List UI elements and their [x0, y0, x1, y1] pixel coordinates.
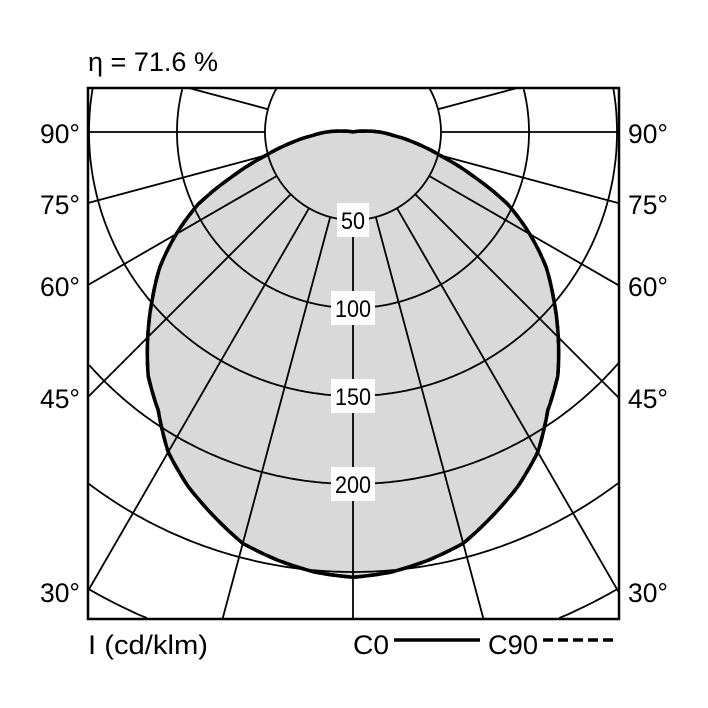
angle-label-left-60: 60° — [40, 272, 80, 302]
legend: C0 C90 — [353, 630, 617, 660]
radial-line-75 — [437, 153, 620, 205]
ring-label-bg — [331, 291, 375, 325]
chart-title: η = 71.6 % — [88, 47, 218, 77]
radial-line-105 — [437, 87, 518, 111]
radial-line-285 — [87, 153, 269, 204]
ring-label-150: 150 — [335, 384, 371, 411]
ring-200 — [88, 362, 620, 485]
legend-label-c90: C90 — [488, 630, 538, 660]
radial-line-15 — [374, 216, 485, 620]
angle-label-right-90: 90° — [628, 119, 668, 149]
radial-line-60 — [428, 175, 620, 287]
ring-label-bg — [331, 467, 375, 501]
plot-frame — [86, 86, 621, 621]
ring-label-50: 50 — [341, 208, 365, 235]
angle-label-right-30: 30° — [628, 578, 668, 608]
radial-line-300 — [87, 175, 278, 286]
ring-label-bg — [337, 203, 369, 237]
angle-label-right-75: 75° — [628, 190, 668, 220]
angle-label-left-90: 90° — [40, 119, 80, 149]
angle-label-right-60: 60° — [628, 272, 668, 302]
curve-c90 — [145, 129, 561, 580]
unit-label: I (cd/klm) — [88, 630, 208, 660]
ring-label-100: 100 — [335, 296, 371, 323]
ring-50 — [264, 87, 442, 221]
angle-label-left-75: 75° — [40, 190, 80, 220]
radial-line-315 — [87, 193, 292, 398]
radial-line-345 — [221, 216, 332, 620]
ring-300 — [88, 588, 618, 619]
ring-100 — [176, 89, 530, 309]
radial-line-255 — [188, 87, 269, 111]
angle-label-left-30: 30° — [40, 578, 80, 608]
radial-line-30 — [396, 207, 620, 594]
angle-label-right-45: 45° — [628, 384, 668, 414]
radial-line-45 — [414, 193, 620, 399]
ring-label-200: 200 — [335, 472, 371, 499]
legend-label-c0: C0 — [353, 630, 389, 660]
radial-line-330 — [87, 207, 310, 592]
angle-label-left-45: 45° — [40, 384, 80, 414]
ring-label-bg — [331, 379, 375, 413]
